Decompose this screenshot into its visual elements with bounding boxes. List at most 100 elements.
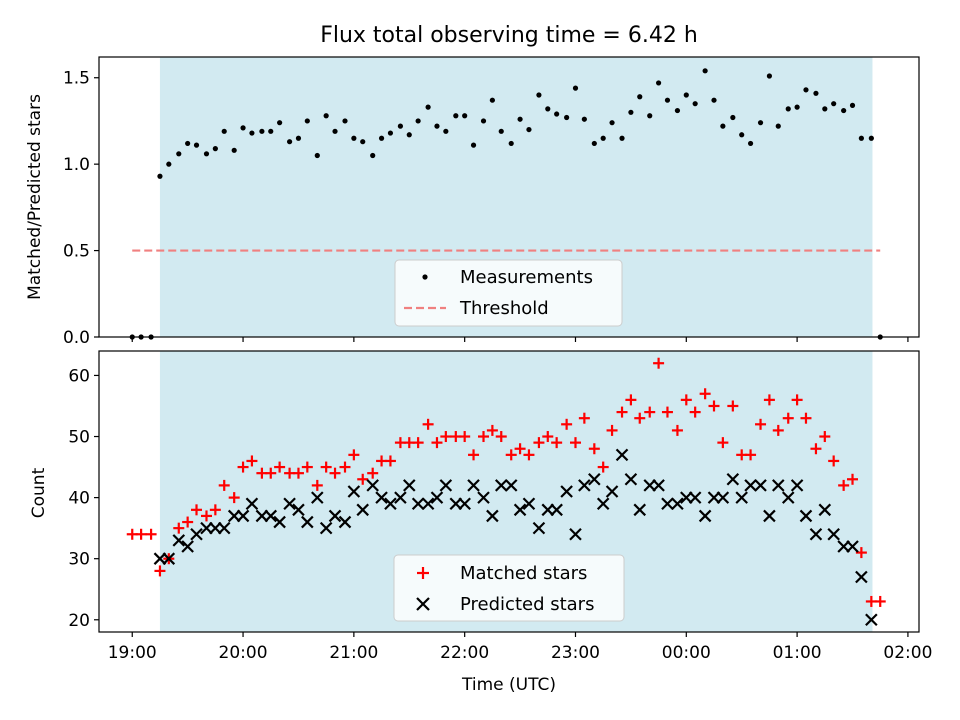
- measurement-point: [259, 128, 265, 134]
- measurement-point: [591, 140, 597, 147]
- matched-star-point: [367, 467, 379, 479]
- predicted-star-point: [726, 473, 740, 486]
- x-tick-label: 20:00: [219, 643, 268, 663]
- predicted-star-point: [827, 527, 840, 541]
- predicted-star-point: [292, 503, 305, 517]
- x-axis-label: Time (UTC): [461, 675, 556, 695]
- predicted-star-point: [467, 479, 480, 492]
- matched-star-point: [459, 431, 471, 443]
- measurement-point: [803, 87, 809, 93]
- measurement-point: [581, 116, 587, 122]
- predicted-star-point: [615, 448, 629, 462]
- matched-star-point: [339, 461, 351, 473]
- predicted-star-point: [384, 497, 397, 510]
- measurement-point: [397, 123, 404, 129]
- matched-star-point: [173, 522, 185, 534]
- measurement-point: [655, 80, 662, 86]
- matched-star-point: [265, 467, 277, 479]
- predicted-star-point: [671, 497, 684, 510]
- predicted-star-point: [356, 503, 370, 517]
- matched-star-point: [625, 394, 637, 406]
- measurement-point: [858, 135, 864, 141]
- matched-star-point: [514, 443, 526, 455]
- measurement-point: [637, 94, 643, 100]
- matched-star-point: [422, 418, 434, 430]
- predicted-star-point: [790, 479, 804, 492]
- measurement-point: [841, 107, 847, 114]
- measurement-point: [295, 135, 302, 141]
- measurement-point: [304, 118, 310, 124]
- predicted-star-point: [588, 473, 601, 486]
- matched-star-point: [209, 504, 221, 516]
- measurement-point: [425, 104, 431, 110]
- matched-star-point: [431, 437, 443, 449]
- y-tick-label: 30: [68, 550, 90, 570]
- predicted-star-point: [504, 479, 518, 492]
- predicted-legend-marker: [416, 597, 430, 611]
- measurement-point: [720, 123, 726, 129]
- predicted-star-point: [477, 491, 490, 504]
- measurement-point: [231, 147, 237, 153]
- predicted-star-point: [430, 491, 444, 504]
- measurement-point: [434, 123, 440, 129]
- x-tick-label: 23:00: [551, 643, 600, 663]
- matched-star-point: [597, 461, 609, 473]
- predicted-star-point: [402, 479, 416, 492]
- predicted-star-point: [366, 479, 379, 492]
- predicted-star-point: [439, 479, 453, 492]
- measurement-point: [415, 118, 421, 124]
- predicted-star-point: [486, 509, 499, 523]
- predicted-star-point: [661, 497, 674, 510]
- predicted-star-point: [763, 509, 776, 523]
- measurement-point: [692, 101, 698, 107]
- matched-star-point: [533, 437, 545, 449]
- measurement-point: [564, 114, 570, 121]
- count-y-ticks: 20 30 40 50 60: [68, 366, 99, 631]
- measurement-point: [342, 118, 348, 124]
- predicted-star-point: [688, 491, 702, 504]
- matched-star-point: [874, 595, 886, 607]
- predicted-star-point: [328, 509, 342, 523]
- matched-star-point: [320, 461, 332, 473]
- measurement-point: [176, 151, 182, 157]
- matched-star-point: [145, 528, 157, 540]
- measurement-point: [332, 128, 338, 134]
- matched-star-point: [246, 455, 258, 467]
- measurement-point: [480, 118, 487, 124]
- matched-star-point: [855, 547, 867, 559]
- measurement-point: [536, 92, 542, 98]
- predicted-star-point: [217, 521, 231, 535]
- predicted-star-point: [375, 491, 388, 504]
- measurement-point: [647, 113, 653, 119]
- ratio-legend: Measurements Threshold: [394, 259, 623, 327]
- x-tick-label: 00:00: [662, 643, 711, 663]
- predicted-star-point: [162, 552, 176, 565]
- matched-star-point: [348, 449, 360, 461]
- y-tick-label: 20: [68, 611, 90, 631]
- measurements-legend-marker: [422, 274, 428, 280]
- predicted-stars-points: [153, 448, 878, 627]
- measurement-point: [193, 142, 200, 148]
- predicted-star-point: [560, 485, 573, 498]
- matched-star-point: [274, 461, 286, 473]
- predicted-star-point: [283, 497, 296, 510]
- ratio-axes-frame: [98, 56, 920, 338]
- measurement-point: [286, 139, 293, 145]
- predicted-star-point: [569, 527, 582, 541]
- matched-star-point: [495, 431, 507, 443]
- y-tick-label: 0.5: [63, 242, 90, 262]
- matched-star-point: [523, 449, 535, 461]
- measurement-point: [711, 97, 717, 103]
- matched-star-point: [182, 516, 194, 528]
- predicted-star-point: [190, 527, 203, 541]
- measurement-point: [775, 123, 781, 129]
- measurement-point: [619, 135, 625, 141]
- predicted-star-point: [513, 503, 527, 517]
- x-tick-label: 19:00: [108, 643, 157, 663]
- matched-stars-points: [126, 357, 886, 607]
- measurement-point: [609, 120, 615, 126]
- predicted-star-point: [716, 491, 730, 504]
- predicted-star-point: [273, 515, 286, 529]
- matched-star-point: [200, 510, 212, 522]
